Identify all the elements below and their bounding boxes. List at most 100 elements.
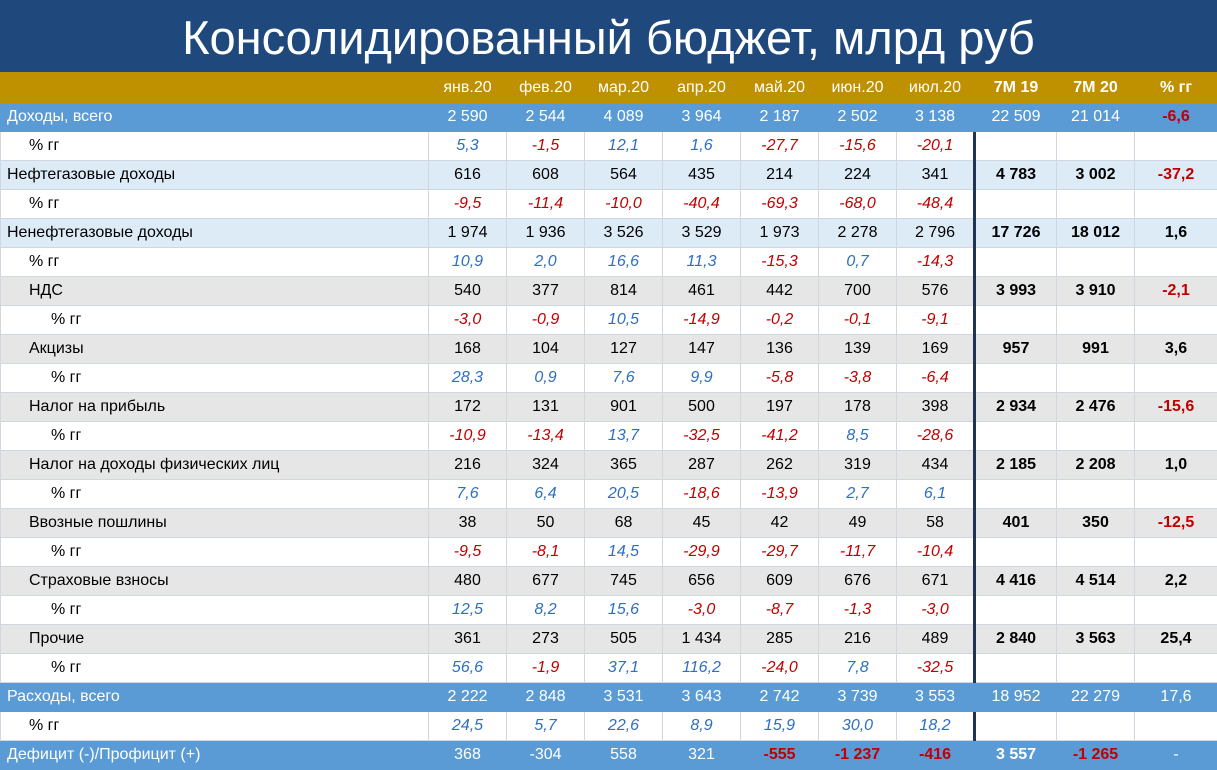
- cell: 2 544: [506, 102, 585, 132]
- table-row: % гг 7,6 6,4 20,5 -18,6 -13,9 2,7 6,1: [0, 479, 1217, 509]
- cell: 461: [662, 276, 741, 306]
- cell: 558: [584, 740, 663, 770]
- cell: 609: [740, 566, 819, 596]
- cell: -0,9: [506, 305, 585, 335]
- cell: -2,1: [1134, 276, 1217, 306]
- cell: 5,3: [428, 131, 507, 161]
- cell: 28,3: [428, 363, 507, 393]
- cell: [1056, 537, 1135, 567]
- cell: 480: [428, 566, 507, 596]
- cell: -15,6: [818, 131, 897, 161]
- cell: [973, 537, 1057, 567]
- cell: 18 012: [1056, 218, 1135, 248]
- cell: -3,0: [428, 305, 507, 335]
- cell: 214: [740, 160, 819, 190]
- cell: [1056, 421, 1135, 451]
- cell: 2 590: [428, 102, 507, 132]
- cell: 1,0: [1134, 450, 1217, 480]
- cell: 377: [506, 276, 585, 306]
- cell: 287: [662, 450, 741, 480]
- cell: 7,6: [428, 479, 507, 509]
- row-label: % гг: [0, 131, 429, 161]
- cell: 901: [584, 392, 663, 422]
- row-label: Страховые взносы: [0, 566, 429, 596]
- cell: 505: [584, 624, 663, 654]
- cell: 1 434: [662, 624, 741, 654]
- cell: [973, 363, 1057, 393]
- cell: 564: [584, 160, 663, 190]
- cell: 15,9: [740, 711, 819, 741]
- cell: 11,3: [662, 247, 741, 277]
- row-label: Налог на доходы физических лиц: [0, 450, 429, 480]
- cell: 368: [428, 740, 507, 770]
- row-label: Акцизы: [0, 334, 429, 364]
- table-row: % гг 56,6 -1,9 37,1 116,2 -24,0 7,8 -32,5: [0, 653, 1217, 683]
- cell: 3 910: [1056, 276, 1135, 306]
- cell: 4 783: [973, 160, 1057, 190]
- cell: 6,4: [506, 479, 585, 509]
- cell: 10,9: [428, 247, 507, 277]
- cell: 17,6: [1134, 682, 1217, 712]
- cell: 8,9: [662, 711, 741, 741]
- table-row: % гг -9,5 -8,1 14,5 -29,9 -29,7 -11,7 -10,4: [0, 537, 1217, 567]
- cell: 197: [740, 392, 819, 422]
- cell: 442: [740, 276, 819, 306]
- cell: [1134, 363, 1217, 393]
- cell: -29,9: [662, 537, 741, 567]
- row-label: Прочие: [0, 624, 429, 654]
- cell: 3 529: [662, 218, 741, 248]
- cell: 30,0: [818, 711, 897, 741]
- cell: [1056, 653, 1135, 683]
- cell: [1056, 479, 1135, 509]
- header-cell: июн.20: [818, 72, 897, 103]
- cell: -24,0: [740, 653, 819, 683]
- cell: [1134, 711, 1217, 741]
- cell: 2 278: [818, 218, 897, 248]
- row-label: % гг: [0, 711, 429, 741]
- cell: -15,3: [740, 247, 819, 277]
- cell: [1056, 305, 1135, 335]
- table-row: % гг 10,9 2,0 16,6 11,3 -15,3 0,7 -14,3: [0, 247, 1217, 277]
- cell: [973, 479, 1057, 509]
- cell: [1056, 189, 1135, 219]
- cell: -48,4: [896, 189, 975, 219]
- header-cell: % гг: [1134, 72, 1217, 103]
- cell: 37,1: [584, 653, 663, 683]
- header-cell: мар.20: [584, 72, 663, 103]
- cell: 676: [818, 566, 897, 596]
- row-label: % гг: [0, 653, 429, 683]
- cell: [973, 711, 1057, 741]
- header-cell: май.20: [740, 72, 819, 103]
- row-label: % гг: [0, 247, 429, 277]
- cell: 500: [662, 392, 741, 422]
- cell: -37,2: [1134, 160, 1217, 190]
- table-row: % гг 5,3 -1,5 12,1 1,6 -27,7 -15,6 -20,1: [0, 131, 1217, 161]
- cell: -10,0: [584, 189, 663, 219]
- row-label: % гг: [0, 479, 429, 509]
- cell: 489: [896, 624, 975, 654]
- cell: 262: [740, 450, 819, 480]
- table-row: Прочие 361 273 505 1 434 285 216 489 2 840 3 563 2…: [0, 624, 1217, 654]
- cell: 16,6: [584, 247, 663, 277]
- cell: -555: [740, 740, 819, 770]
- cell: 2,2: [1134, 566, 1217, 596]
- row-label: Ненефтегазовые доходы: [0, 218, 429, 248]
- cell: 1,6: [662, 131, 741, 161]
- cell: [1134, 131, 1217, 161]
- cell: [973, 305, 1057, 335]
- cell: 2,7: [818, 479, 897, 509]
- cell: -3,8: [818, 363, 897, 393]
- cell: 7,6: [584, 363, 663, 393]
- cell: 224: [818, 160, 897, 190]
- cell: 131: [506, 392, 585, 422]
- cell: 3 002: [1056, 160, 1135, 190]
- cell: 3 993: [973, 276, 1057, 306]
- cell: [1134, 189, 1217, 219]
- cell: [973, 247, 1057, 277]
- cell: 2 222: [428, 682, 507, 712]
- cell: [1056, 131, 1135, 161]
- cell: 401: [973, 508, 1057, 538]
- cell: -29,7: [740, 537, 819, 567]
- cell: -68,0: [818, 189, 897, 219]
- cell: 2 848: [506, 682, 585, 712]
